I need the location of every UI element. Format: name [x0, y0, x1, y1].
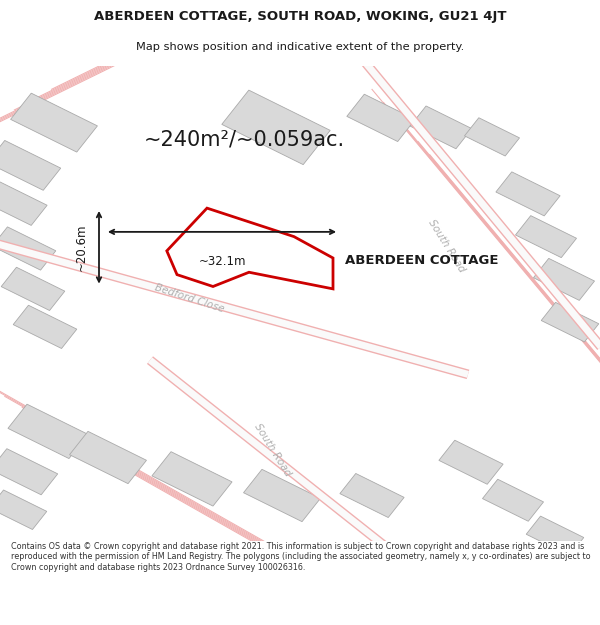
Polygon shape — [496, 172, 560, 216]
Polygon shape — [340, 474, 404, 518]
Text: ~32.1m: ~32.1m — [198, 254, 246, 268]
Polygon shape — [244, 469, 320, 522]
Polygon shape — [70, 431, 146, 484]
Text: ~20.6m: ~20.6m — [75, 224, 88, 271]
Text: Bedford Close: Bedford Close — [153, 282, 225, 314]
Polygon shape — [533, 258, 595, 301]
Polygon shape — [439, 440, 503, 484]
Polygon shape — [515, 216, 577, 258]
Polygon shape — [152, 452, 232, 506]
Polygon shape — [482, 479, 544, 521]
Polygon shape — [8, 404, 88, 459]
Text: Map shows position and indicative extent of the property.: Map shows position and indicative extent… — [136, 42, 464, 52]
Polygon shape — [0, 227, 56, 270]
Polygon shape — [11, 93, 97, 152]
Text: ABERDEEN COTTAGE, SOUTH ROAD, WOKING, GU21 4JT: ABERDEEN COTTAGE, SOUTH ROAD, WOKING, GU… — [94, 10, 506, 23]
Polygon shape — [410, 106, 472, 149]
Polygon shape — [222, 90, 330, 164]
Polygon shape — [0, 490, 47, 529]
Text: ABERDEEN COTTAGE: ABERDEEN COTTAGE — [345, 254, 499, 267]
Polygon shape — [0, 141, 61, 190]
Polygon shape — [0, 181, 47, 226]
Polygon shape — [347, 94, 415, 141]
Text: South Road: South Road — [253, 422, 293, 479]
Polygon shape — [13, 305, 77, 349]
Polygon shape — [541, 302, 599, 342]
Text: ~240m²/~0.059ac.: ~240m²/~0.059ac. — [144, 129, 345, 149]
Text: South Road: South Road — [427, 218, 467, 274]
Polygon shape — [1, 268, 65, 311]
Polygon shape — [0, 449, 58, 495]
Polygon shape — [464, 118, 520, 156]
Polygon shape — [526, 516, 584, 556]
Text: Contains OS data © Crown copyright and database right 2021. This information is : Contains OS data © Crown copyright and d… — [11, 542, 590, 572]
